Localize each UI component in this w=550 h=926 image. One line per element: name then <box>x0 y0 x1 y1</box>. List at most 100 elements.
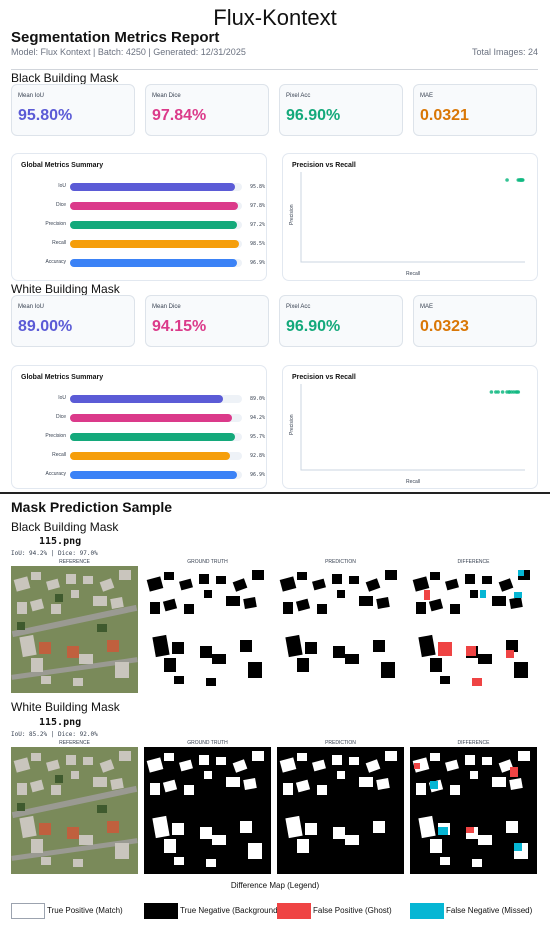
bar-fill <box>70 433 235 441</box>
card-value: 89.00% <box>18 318 73 335</box>
scatter-axes <box>300 384 525 471</box>
bar-fill <box>70 183 235 191</box>
column-header: PREDICTION <box>325 559 356 565</box>
bar-track <box>70 395 242 403</box>
card-mean-dice: Mean Dice 97.84% <box>145 84 269 136</box>
legend-label: False Positive (Ghost) <box>313 906 392 915</box>
y-axis-label: Precision <box>289 204 295 225</box>
bar-value: 95.8% <box>250 184 266 190</box>
metric-bar-row: Accuracy 96.9% <box>12 258 268 268</box>
bar-track <box>70 183 242 191</box>
bar-label: Precision <box>45 433 66 439</box>
bar-track <box>70 259 242 267</box>
panel-title: Global Metrics Summary <box>21 374 104 381</box>
sample-stats: IoU: 85.2% | Dice: 92.0% <box>11 731 98 738</box>
section-title-white: White Building Mask <box>11 282 120 296</box>
prediction-svg <box>277 747 404 874</box>
legend-swatch-fp <box>277 903 311 919</box>
scatter-point <box>519 178 523 182</box>
column-header: DIFFERENCE <box>457 740 490 746</box>
legend-label: True Negative (Background) <box>180 906 281 915</box>
metrics-summary-panel: Global Metrics Summary IoU 89.0% Dice 94.2%… <box>11 365 267 489</box>
bar-track <box>70 202 242 210</box>
bar-fill <box>70 221 238 229</box>
card-label: Mean Dice <box>152 93 181 99</box>
card-value: 0.0323 <box>420 318 469 335</box>
scatter-point <box>507 390 512 394</box>
bar-label: IoU <box>58 183 66 189</box>
metrics-summary-panel: Global Metrics Summary IoU 95.8% Dice 97.8%… <box>11 153 267 281</box>
card-label: MAE <box>420 304 434 310</box>
card-label: Mean IoU <box>18 93 45 99</box>
bar-fill <box>70 452 230 460</box>
column-header: DIFFERENCE <box>457 559 490 565</box>
card-label: Pixel Acc <box>286 93 311 99</box>
bar-track <box>70 471 242 479</box>
ground-truth-svg <box>144 747 271 874</box>
bar-label: Accuracy <box>45 471 66 477</box>
card-pixel-acc: Pixel Acc 96.90% <box>279 295 403 347</box>
card-label: MAE <box>420 93 434 99</box>
difference-map <box>410 566 537 693</box>
divider <box>11 69 538 70</box>
scatter-point <box>500 390 505 394</box>
metric-bar-row: Recall 98.5% <box>12 239 268 249</box>
card-value: 96.90% <box>286 107 341 124</box>
card-value: 0.0321 <box>420 107 469 124</box>
sample-title: Mask Prediction Sample <box>11 499 173 515</box>
legend-label: True Positive (Match) <box>47 906 123 915</box>
metric-bar-row: Accuracy 96.9% <box>12 470 268 480</box>
prediction-mask <box>277 747 404 874</box>
bar-label: Accuracy <box>45 259 66 265</box>
bar-value: 94.2% <box>250 415 266 421</box>
report-title: Segmentation Metrics Report <box>11 29 220 46</box>
section-title-black: Black Building Mask <box>11 71 119 85</box>
bar-value: 89.0% <box>250 396 266 402</box>
bar-fill <box>70 202 239 210</box>
bar-fill <box>70 259 237 267</box>
metric-bar-row: IoU 89.0% <box>12 394 268 404</box>
column-header: GROUND TRUTH <box>187 559 228 565</box>
bar-value: 92.8% <box>250 453 266 459</box>
legend-swatch-tp <box>11 903 45 919</box>
ground-truth-svg <box>144 566 271 693</box>
difference-svg <box>410 566 537 693</box>
report-meta: Model: Flux Kontext | Batch: 4250 | Gene… <box>11 47 246 57</box>
bar-label: Precision <box>45 221 66 227</box>
card-label: Mean Dice <box>152 304 181 310</box>
bar-value: 97.2% <box>250 222 266 228</box>
legend-swatch-tn <box>144 903 178 919</box>
card-pixel-acc: Pixel Acc 96.90% <box>279 84 403 136</box>
aerial-photo <box>11 747 138 874</box>
card-label: Mean IoU <box>18 304 45 310</box>
card-label: Pixel Acc <box>286 304 311 310</box>
scatter-point <box>516 390 521 394</box>
panel-title: Precision vs Recall <box>292 162 356 169</box>
total-images: Total Images: 24 <box>471 47 538 57</box>
ground-truth-mask <box>144 747 271 874</box>
sample-stats: IoU: 94.2% | Dice: 97.0% <box>11 550 98 557</box>
panel-title: Precision vs Recall <box>292 374 356 381</box>
card-mean-dice: Mean Dice 94.15% <box>145 295 269 347</box>
card-mean-iou: Mean IoU 89.00% <box>11 295 135 347</box>
x-axis-label: Recall <box>406 271 420 277</box>
column-header: GROUND TRUTH <box>187 740 228 746</box>
bar-value: 96.9% <box>250 260 266 266</box>
bar-label: Dice <box>55 202 66 208</box>
bar-value: 96.9% <box>250 472 266 478</box>
bar-track <box>70 433 242 441</box>
scatter-point <box>496 390 500 394</box>
column-header: PREDICTION <box>325 740 356 746</box>
card-value: 97.84% <box>152 107 207 124</box>
panel-title: Global Metrics Summary <box>21 162 104 169</box>
prediction-svg <box>277 566 404 693</box>
card-value: 96.90% <box>286 318 341 335</box>
bar-track <box>70 414 242 422</box>
bar-label: IoU <box>58 395 66 401</box>
bar-value: 97.8% <box>250 203 266 209</box>
scatter-plot: Recall Precision <box>289 172 525 277</box>
column-header: REFERENCE <box>59 559 90 565</box>
reference-image <box>11 566 138 693</box>
metric-bar-row: Recall 92.8% <box>12 451 268 461</box>
bar-label: Dice <box>55 414 66 420</box>
